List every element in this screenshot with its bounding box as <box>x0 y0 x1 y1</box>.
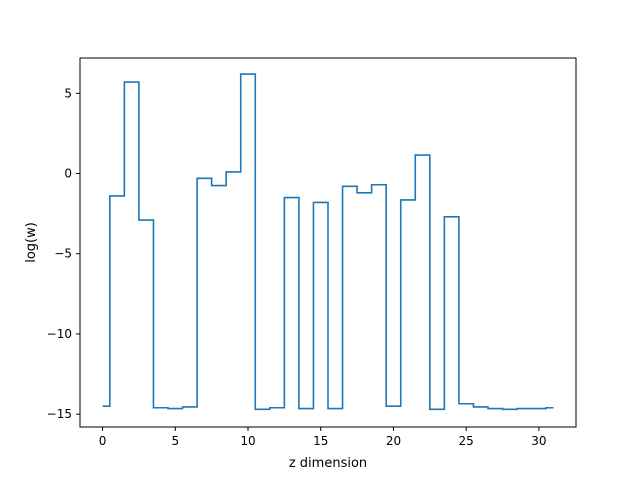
plot-area <box>102 73 554 411</box>
x-axis: 0 5 10 15 20 25 30 <box>99 427 547 448</box>
axes-frame <box>79 57 577 428</box>
y-tick-label: 5 <box>64 86 72 100</box>
x-tick-label: 10 <box>240 434 255 448</box>
y-tick-label: −5 <box>54 247 72 261</box>
x-tick-label: 20 <box>386 434 401 448</box>
x-tick-label: 30 <box>531 434 546 448</box>
y-tick-label: −15 <box>47 407 72 421</box>
series-line-0 <box>102 73 554 411</box>
y-tick-label: 0 <box>64 167 72 181</box>
x-tick-label: 25 <box>459 434 474 448</box>
y-axis: −15 −10 −5 0 5 <box>47 86 80 421</box>
x-tick-label: 0 <box>99 434 107 448</box>
x-tick-label: 5 <box>171 434 179 448</box>
x-axis-label: z dimension <box>289 456 367 471</box>
y-tick-label: −10 <box>47 327 72 341</box>
x-tick-label: 15 <box>313 434 328 448</box>
y-axis-label: log(w) <box>24 222 39 263</box>
